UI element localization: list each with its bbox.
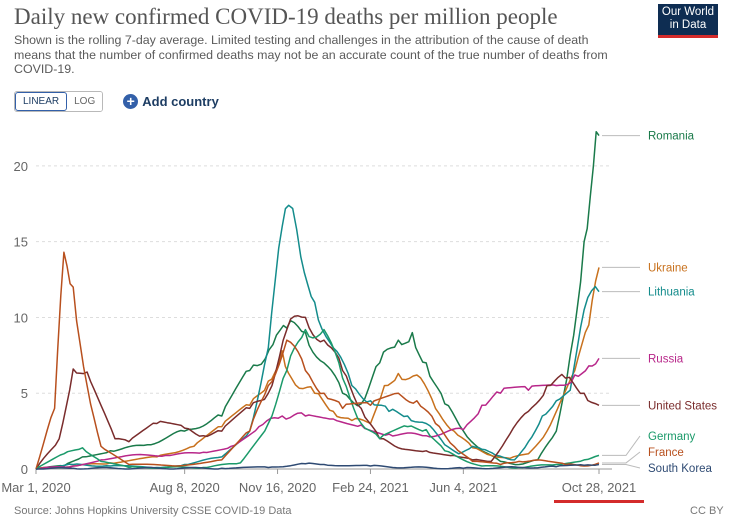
series-line [35,204,600,470]
license-label[interactable]: CC BY [690,505,724,517]
owid-logo[interactable]: Our World in Data [658,4,718,38]
y-tick-label: 0 [21,462,28,477]
y-tick-label: 5 [21,386,28,401]
series-label: Romania [648,131,695,143]
scale-toggle: LINEAR LOG [14,91,104,112]
linear-scale-button[interactable]: LINEAR [15,92,68,111]
logo-line2: in Data [669,19,707,31]
x-tick-label: Mar 1, 2020 [1,480,70,495]
y-tick-label: 20 [14,159,28,174]
time-slider-highlight [553,500,644,503]
add-country-button[interactable]: + Add country [123,94,219,109]
series-label: Russia [648,353,684,365]
legend-leader-line [601,435,641,456]
y-tick-label: 15 [14,235,28,250]
y-tick-label: 10 [14,310,28,325]
series-line [35,328,600,470]
x-tick-label: Oct 28, 2021 [562,480,636,495]
series-label: Lithuania [648,287,695,299]
series-label: Germany [648,431,696,443]
legend-leader-line [601,451,641,464]
x-tick-label: Jun 4, 2021 [429,480,497,495]
logo-line1: Our World [661,6,715,18]
series-line [35,315,600,470]
add-country-label: Add country [142,94,219,109]
series-line [36,462,600,470]
series-label: France [648,447,684,459]
chart-subtitle: Shown is the rolling 7-day average. Limi… [14,33,608,76]
series-line [35,251,600,470]
series-label: United States [648,400,717,412]
x-tick-label: Aug 8, 2020 [150,480,220,495]
plus-icon: + [123,94,139,109]
series-label: Ukraine [648,262,688,274]
series-line [35,358,600,470]
series-label: South Korea [648,463,713,475]
series-line [35,130,600,470]
source-note[interactable]: Source: Johns Hopkins University CSSE CO… [14,505,292,517]
log-scale-button[interactable]: LOG [67,92,103,111]
chart-controls: LINEAR LOG + Add country [14,91,219,112]
page-title: Daily new confirmed COVID-19 deaths per … [14,4,558,29]
x-tick-label: Feb 24, 2021 [332,480,409,495]
x-tick-label: Nov 16, 2020 [239,480,316,495]
legend-leader-line [601,463,641,469]
